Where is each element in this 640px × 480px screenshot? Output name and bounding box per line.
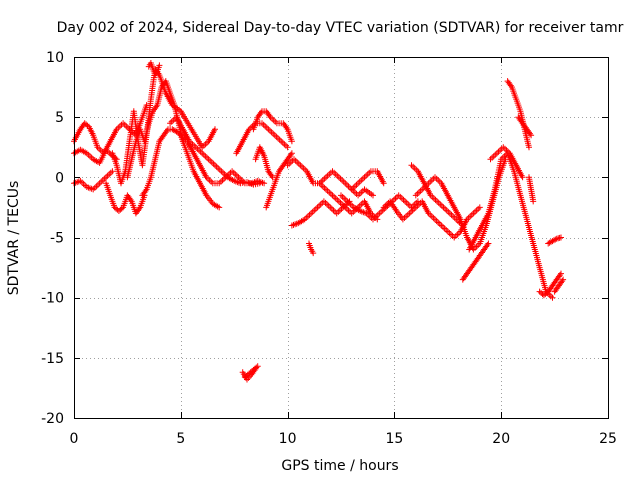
x-tick-label: 5: [176, 431, 185, 447]
chart-title: Day 002 of 2024, Sidereal Day-to-day VTE…: [57, 20, 624, 36]
x-axis-label: GPS time / hours: [281, 458, 398, 474]
y-tick-label: 5: [55, 110, 64, 126]
x-tick-label: 25: [599, 431, 617, 447]
data-track: [348, 168, 387, 193]
plot-frame: [74, 57, 609, 419]
x-tick-label: 15: [385, 431, 403, 447]
y-tick-labels: -20 -15 -10 -5 0 5 10: [41, 50, 64, 427]
data-track: [263, 150, 295, 211]
y-tick-label: -10: [41, 291, 64, 307]
data-track: [252, 144, 276, 181]
data-track: [306, 240, 317, 257]
data-track: [338, 192, 421, 223]
data-track: [526, 174, 537, 205]
data-track: [103, 180, 148, 217]
data-track: [167, 114, 263, 188]
data-track: [487, 144, 526, 181]
y-axis-label: SDTVAR / TECUs: [6, 181, 22, 296]
x-tick-label: 10: [279, 431, 297, 447]
data-track: [380, 198, 483, 241]
data-track: [545, 234, 564, 247]
data-track: [233, 120, 291, 157]
data-track: [459, 240, 492, 283]
data-track: [177, 132, 223, 211]
grid-lines: [74, 57, 608, 418]
data-track: [536, 270, 564, 299]
y-tick-label: -20: [41, 411, 64, 427]
x-tick-label: 20: [492, 431, 510, 447]
data-track: [239, 365, 259, 383]
x-tick-label: 0: [70, 431, 79, 447]
data-track: [145, 60, 163, 79]
y-tick-label: -5: [50, 231, 64, 247]
y-tick-label: 0: [55, 170, 64, 186]
data-points: [71, 60, 567, 383]
data-track: [515, 114, 535, 139]
data-track: [466, 150, 556, 301]
data-track: [551, 276, 567, 295]
y-tick-label: -15: [41, 351, 64, 367]
x-tick-labels: 0 5 10 15 20 25: [70, 431, 617, 447]
y-tick-label: 10: [46, 50, 64, 66]
